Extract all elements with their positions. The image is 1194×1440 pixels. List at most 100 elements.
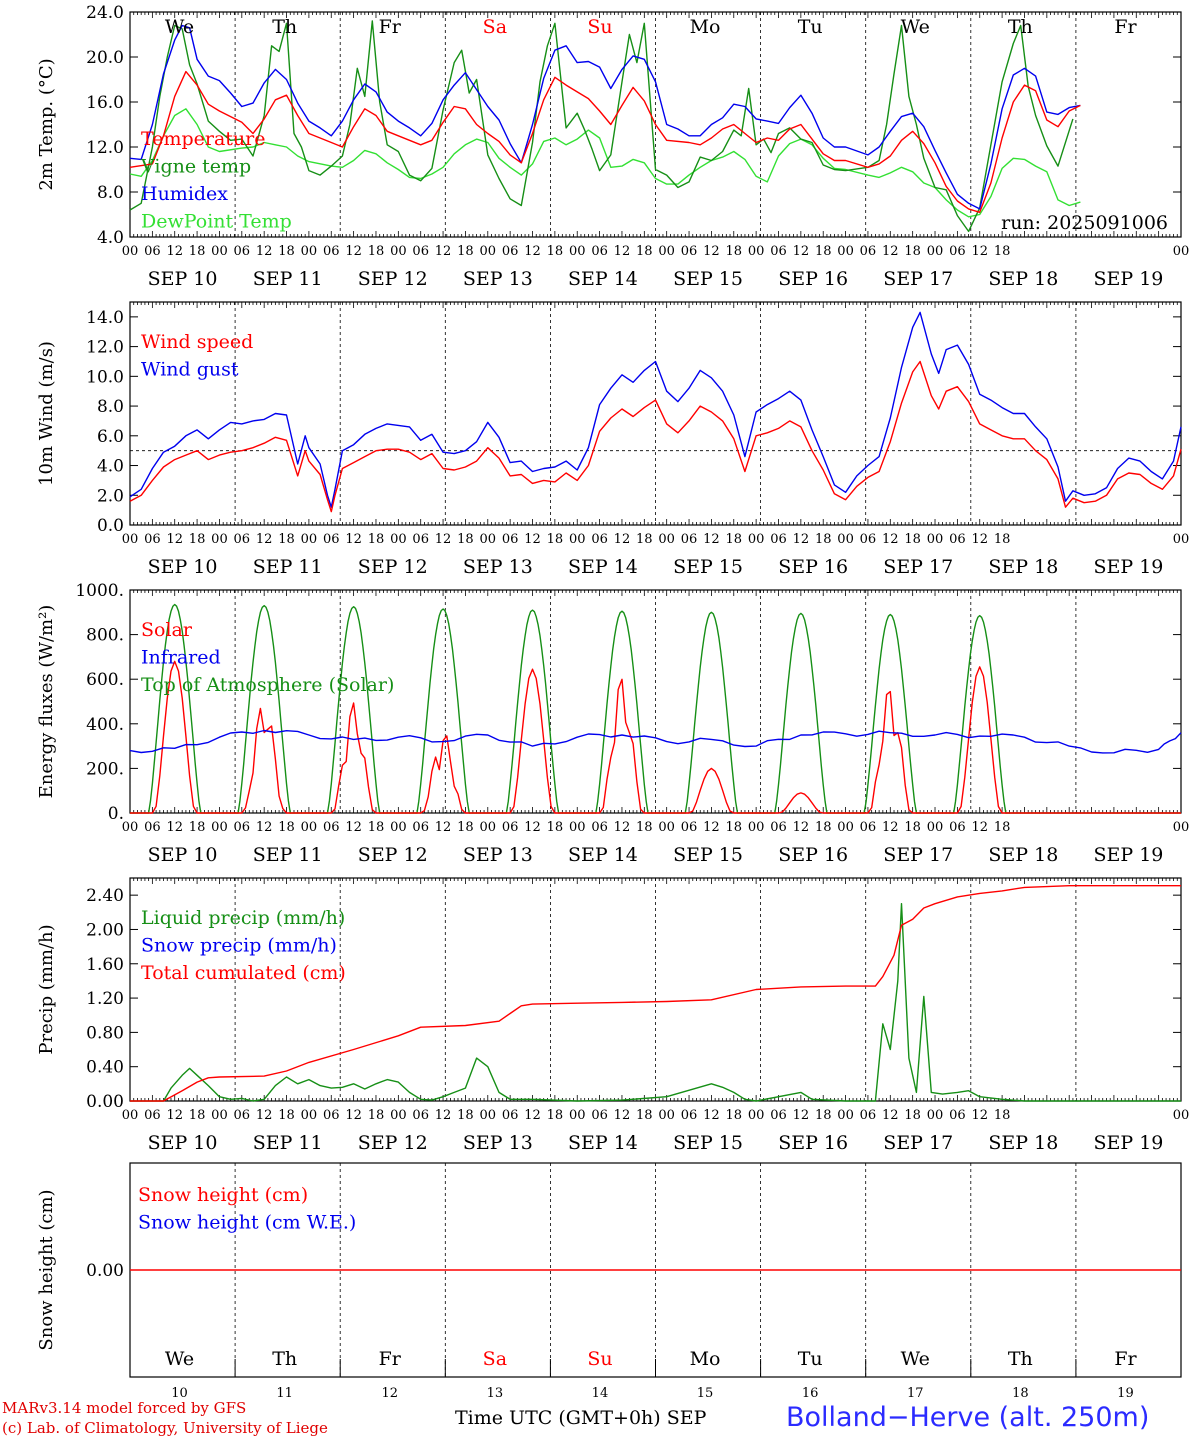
day-number-label: 11 <box>276 1386 293 1401</box>
weekday-label: We <box>165 1348 194 1370</box>
hour-tick-label: 00 <box>569 1108 586 1123</box>
date-label: SEP 13 <box>463 844 533 866</box>
hour-tick-label: 00 <box>927 820 944 835</box>
legend-snow-height-cm-w-e: Snow height (cm W.E.) <box>138 1212 356 1234</box>
hour-tick-label: 00 <box>658 820 675 835</box>
temperature-panel: 00 06 12 18 SEP 10 00 06 12 18 SEP 11 00 06 12 18 SEP … <box>36 3 1189 290</box>
hour-tick-label: 12 <box>793 820 810 835</box>
hour-tick-label: 12 <box>614 1108 631 1123</box>
hour-tick-label: 18 <box>368 244 385 259</box>
hour-tick-label: 06 <box>144 244 161 259</box>
legend-vigne-temp: Vigne temp <box>140 156 251 178</box>
hour-tick-label: 00 <box>390 244 407 259</box>
day-number-label: 17 <box>907 1386 924 1401</box>
y-tick-label: 1000. <box>75 581 124 601</box>
hour-tick-label: 06 <box>323 820 340 835</box>
hour-tick-label: 12 <box>614 532 631 547</box>
hour-tick-label: 00 <box>480 1108 497 1123</box>
energy-panel: 00 06 12 18 SEP 10 00 06 12 18 SEP 11 00 06 12 18 SEP … <box>36 581 1189 866</box>
model-credit: MARv3.14 model forced by GFS <box>2 1399 247 1417</box>
date-label: SEP 19 <box>1094 556 1164 578</box>
hour-tick-label: 00 <box>301 820 318 835</box>
hour-tick-label: 00 <box>1173 1108 1190 1123</box>
y-tick-label: 600. <box>86 670 124 690</box>
weekday-label: We <box>901 1348 930 1370</box>
hour-tick-label: 12 <box>882 1108 899 1123</box>
y-tick-label: 12.0 <box>86 338 124 358</box>
hour-tick-label: 18 <box>636 1108 653 1123</box>
hour-tick-label: 06 <box>770 532 787 547</box>
hour-tick-label: 06 <box>502 1108 519 1123</box>
series-top-of-atmosphere-solar <box>130 603 1181 814</box>
hour-tick-label: 00 <box>122 1108 139 1123</box>
hour-tick-label: 00 <box>211 1108 228 1123</box>
date-label: SEP 12 <box>358 556 428 578</box>
weekday-label: Th <box>1008 1348 1033 1370</box>
hour-tick-label: 06 <box>681 244 698 259</box>
weekday-label: Mo <box>690 1348 721 1370</box>
hour-tick-label: 18 <box>457 1108 474 1123</box>
hour-tick-label: 12 <box>524 1108 541 1123</box>
hour-tick-label: 12 <box>971 532 988 547</box>
date-label: SEP 11 <box>253 844 323 866</box>
hour-tick-label: 00 <box>569 532 586 547</box>
hour-tick-label: 00 <box>211 532 228 547</box>
hour-tick-label: 18 <box>457 532 474 547</box>
date-label: SEP 13 <box>463 556 533 578</box>
hour-tick-label: 00 <box>927 244 944 259</box>
hour-tick-label: 12 <box>166 820 183 835</box>
hour-tick-label: 06 <box>591 532 608 547</box>
hour-tick-label: 00 <box>748 820 765 835</box>
legend-infrared: Infrared <box>141 647 221 669</box>
hour-tick-label: 00 <box>301 1108 318 1123</box>
hour-tick-label: 06 <box>770 1108 787 1123</box>
hour-tick-label: 18 <box>725 532 742 547</box>
hour-tick-label: 18 <box>815 820 832 835</box>
y-axis-label: Snow height (cm) <box>36 1189 57 1350</box>
hour-tick-label: 06 <box>144 532 161 547</box>
hour-tick-label: 18 <box>368 1108 385 1123</box>
hour-tick-label: 12 <box>435 244 452 259</box>
hour-tick-label: 18 <box>189 532 206 547</box>
legend-liquid-precip-mm-h: Liquid precip (mm/h) <box>141 907 345 929</box>
hour-tick-label: 18 <box>547 820 564 835</box>
hour-tick-label: 18 <box>547 244 564 259</box>
hour-tick-label: 18 <box>278 244 295 259</box>
date-label: SEP 14 <box>568 556 638 578</box>
hour-tick-label: 12 <box>435 1108 452 1123</box>
legend-dewpoint-temp: DewPoint Temp <box>141 211 292 233</box>
hour-tick-label: 06 <box>949 244 966 259</box>
hour-tick-label: 12 <box>703 244 720 259</box>
hour-tick-label: 18 <box>278 532 295 547</box>
hour-tick-label: 00 <box>569 244 586 259</box>
weekday-label: Fr <box>1114 1348 1137 1370</box>
legend-wind-speed: Wind speed <box>141 331 253 353</box>
series-temperature <box>129 70 1081 214</box>
hour-tick-label: 00 <box>569 820 586 835</box>
snow-panel: 0.00 Snow height (cm) Snow height (cm) Snow… <box>36 1162 1182 1401</box>
hour-tick-label: 06 <box>860 532 877 547</box>
weekday-label: Fr <box>379 16 402 38</box>
hour-tick-label: 18 <box>368 532 385 547</box>
hour-tick-label: 12 <box>971 244 988 259</box>
legend-temperature: Temperature <box>141 128 265 150</box>
hour-tick-label: 00 <box>1173 532 1190 547</box>
hour-tick-label: 18 <box>904 820 921 835</box>
hour-tick-label: 06 <box>860 244 877 259</box>
hour-tick-label: 00 <box>837 532 854 547</box>
hour-tick-label: 00 <box>837 1108 854 1123</box>
series-solar <box>130 660 1181 814</box>
y-tick-label: 0.0 <box>97 516 124 536</box>
hour-tick-label: 12 <box>524 244 541 259</box>
day-number-label: 15 <box>697 1386 714 1401</box>
hour-tick-label: 12 <box>256 820 273 835</box>
hour-tick-label: 18 <box>815 244 832 259</box>
hour-tick-label: 12 <box>793 1108 810 1123</box>
hour-tick-label: 06 <box>681 532 698 547</box>
y-tick-label: 12.0 <box>86 138 124 158</box>
hour-tick-label: 06 <box>591 1108 608 1123</box>
date-label: SEP 15 <box>673 844 743 866</box>
hour-tick-label: 12 <box>793 244 810 259</box>
hour-tick-label: 06 <box>412 820 429 835</box>
hour-tick-label: 06 <box>591 820 608 835</box>
